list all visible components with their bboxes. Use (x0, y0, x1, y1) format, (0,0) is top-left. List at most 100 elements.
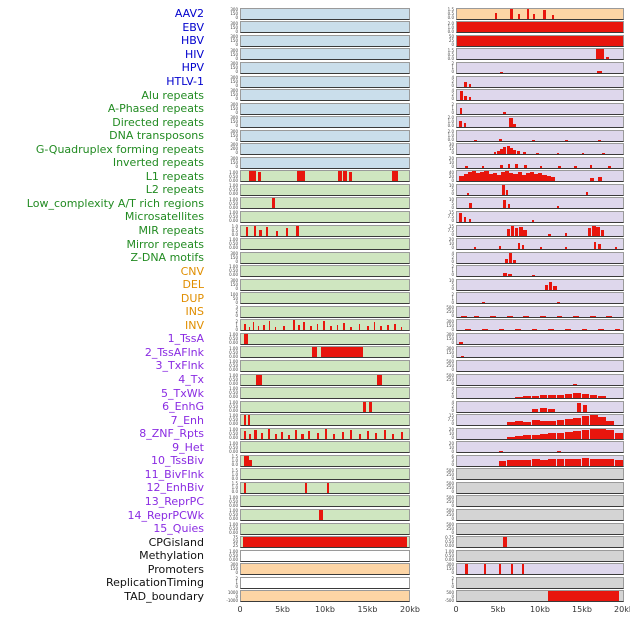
y-tick-label: 0 (451, 462, 454, 468)
track-panel-right (456, 373, 624, 386)
y-tick-label: 300 (446, 345, 454, 351)
y-tick-label: 300 (230, 142, 238, 148)
signal-bar (573, 315, 579, 317)
y-axis-ticks-left: 1.00 0.50 0.00 (210, 441, 240, 453)
y-axis-ticks-left: 1.00 0.50 0.00 (210, 387, 240, 399)
signal-bar (266, 226, 269, 236)
track-label: Directed repeats (112, 115, 204, 129)
y-tick-label: 150 (230, 281, 238, 287)
y-tick-label: 250 (446, 525, 454, 531)
y-tick-label: 0.00 (229, 502, 238, 508)
y-axis-ticks-left: 1.00 0.50 0.00 (210, 170, 240, 182)
signal-bar (373, 322, 376, 331)
y-tick-label: 0 (451, 489, 454, 495)
y-axis-ticks-right: 300 150 0 (420, 563, 456, 575)
y-axis-ticks-left: 1.00 0.50 0.00 (210, 549, 240, 561)
y-tick-label: 2.0 (447, 128, 454, 134)
track-label: L2 repeats (145, 183, 204, 197)
y-tick-label: 10 (448, 277, 454, 283)
track-row: DEL 300 150 0 10 5 0 (0, 278, 630, 292)
y-tick-label: 1.00 (229, 494, 238, 500)
y-axis-ticks-right: 20 10 0 (420, 238, 456, 250)
y-tick-label: 0.00 (229, 394, 238, 400)
signal-bar (261, 432, 264, 439)
track-panel-left (240, 536, 410, 549)
y-tick-label: 30 (448, 142, 454, 148)
track-panel-right (456, 61, 624, 74)
y-axis-ticks-left: 300 150 0 (210, 62, 240, 74)
signal-bar (540, 246, 543, 250)
x-tick-label: 15kb (572, 605, 592, 615)
y-tick-label: 0 (451, 218, 454, 224)
signal-bar (548, 459, 557, 466)
y-tick-label: 150 (230, 566, 238, 572)
y-axis-ticks-left: 1.00 0.50 0.00 (210, 360, 240, 372)
signal-bar (393, 324, 396, 331)
y-axis-ticks-right: 15 7.5 0 (420, 211, 456, 223)
y-tick-label: 0.0 (447, 15, 454, 21)
track-row: 13_ReprPC 1.00 0.50 0.00 500 250 0 (0, 495, 630, 509)
y-tick-label: 2 (451, 254, 454, 260)
y-tick-label: 150 (230, 254, 238, 260)
track-label: INV (185, 318, 204, 332)
y-tick-label: 15 (448, 223, 454, 229)
y-axis-ticks-right: 500 250 0 (420, 495, 456, 507)
y-tick-label: 500 (446, 481, 454, 487)
signal-bar (556, 206, 560, 209)
signal-bar (598, 244, 601, 250)
signal-bar (358, 324, 361, 331)
y-tick-label: 0 (451, 434, 454, 440)
y-tick-label: 50 (448, 34, 454, 40)
y-tick-label: 250 (446, 376, 454, 382)
signal-bar (350, 327, 352, 331)
signal-bar (304, 482, 308, 493)
track-row: Microsatellites 1.00 0.50 0.00 15 7.5 0 (0, 210, 630, 224)
y-tick-label: 2 (451, 390, 454, 396)
track-panel-left (240, 156, 410, 169)
track-row: 1_TssA 1.00 0.50 0.00 300 150 0 (0, 332, 630, 346)
y-tick-label: 4 (451, 386, 454, 392)
y-axis-ticks-right: 300 150 0 (420, 319, 456, 331)
y-tick-label: 0 (451, 69, 454, 75)
track-panel-right (456, 400, 624, 413)
signal-bar (546, 176, 551, 182)
signal-bar (521, 245, 525, 250)
signal-bar (495, 12, 498, 19)
y-tick-label: 40 (448, 169, 454, 175)
track-panel-left (240, 454, 410, 467)
y-tick-label: 2.0 (447, 115, 454, 121)
y-tick-label: 1.0 (231, 223, 238, 229)
y-tick-label: 3 (451, 458, 454, 464)
y-tick-label: 0.50 (229, 268, 238, 274)
track-panel-left (240, 400, 410, 413)
signal-bar (515, 329, 521, 331)
signal-bar (297, 171, 305, 182)
y-tick-label: 10 (448, 430, 454, 436)
y-axis-ticks-right: 300 150 0 (420, 333, 456, 345)
track-row: Directed repeats 300 150 0 2.0 1.0 0.0 (0, 115, 630, 129)
y-tick-label: 0.00 (229, 204, 238, 210)
signal-bar (457, 35, 623, 46)
y-tick-label: 0.5 (231, 227, 238, 233)
signal-bar (598, 417, 606, 426)
y-tick-label: 10 (448, 183, 454, 189)
track-panel-right (456, 183, 624, 196)
signal-bar (387, 325, 389, 331)
track-panel-right (456, 522, 624, 535)
y-tick-label: 1.00 (229, 237, 238, 243)
y-tick-label: 0.50 (229, 241, 238, 247)
signal-bar (531, 220, 534, 222)
signal-bar (257, 171, 262, 182)
signal-bar (268, 321, 271, 331)
track-label: Mirror repeats (126, 237, 205, 251)
y-tick-label: 0 (235, 28, 238, 34)
y-axis-ticks-right: 1.5 0.5 0.0 (420, 8, 456, 20)
x-tick-label: 20kb (614, 605, 630, 615)
signal-bar (274, 433, 277, 439)
track-panel-left (240, 197, 410, 210)
y-tick-label: 1.00 (229, 521, 238, 527)
signal-bar (294, 429, 297, 439)
y-tick-label: 0.00 (229, 421, 238, 427)
track-label: Z-DNA motifs (130, 251, 204, 265)
